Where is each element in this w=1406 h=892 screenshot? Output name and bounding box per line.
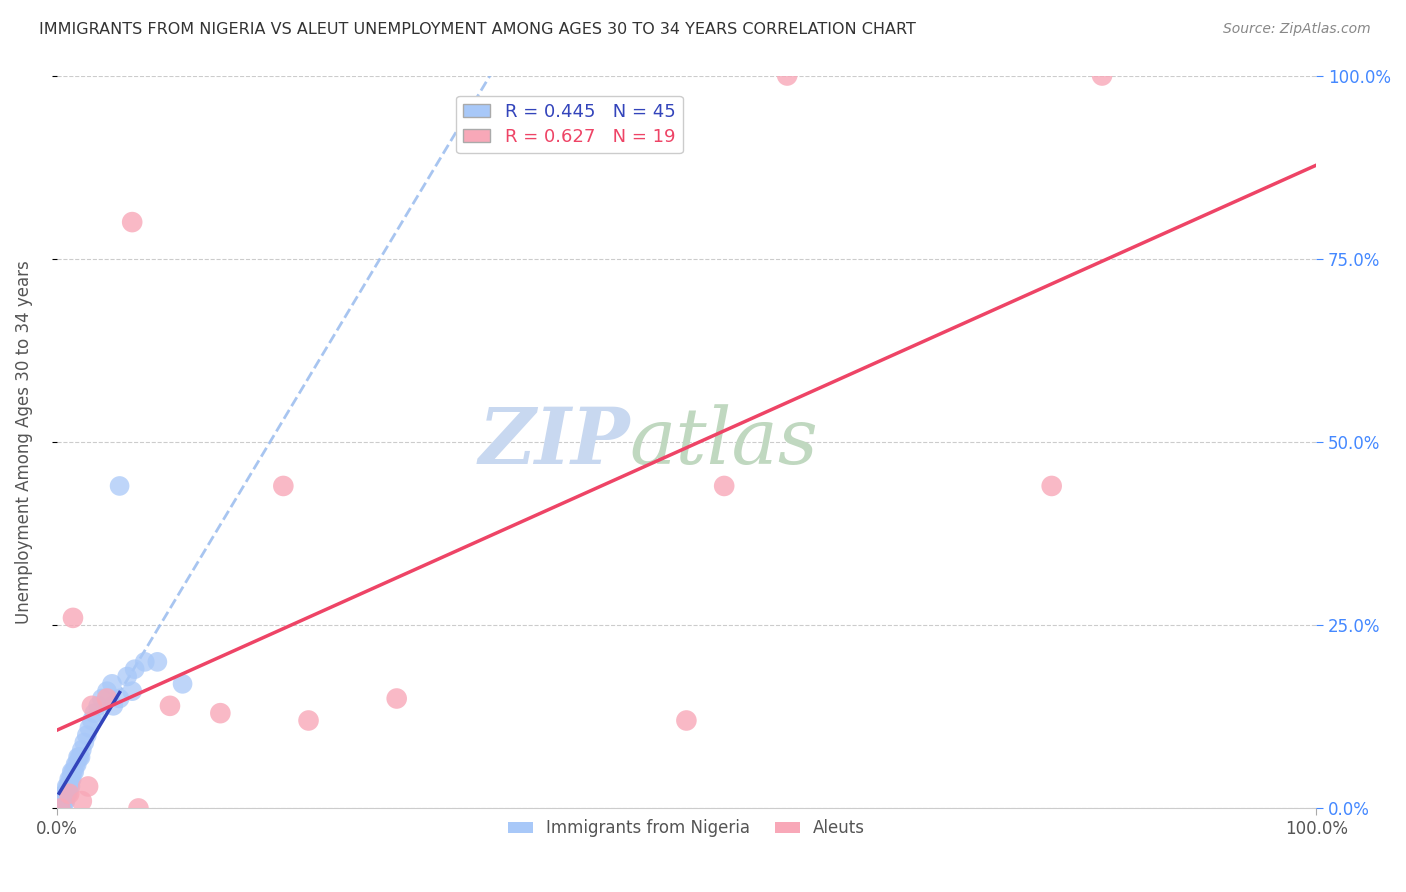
Point <box>124 662 146 676</box>
Point <box>53 794 76 808</box>
Point <box>96 684 118 698</box>
Point <box>56 780 79 794</box>
Point <box>79 721 101 735</box>
Point <box>121 684 143 698</box>
Point <box>63 764 86 779</box>
Point <box>48 801 70 815</box>
Point <box>675 714 697 728</box>
Point <box>59 772 82 786</box>
Point <box>80 698 103 713</box>
Text: atlas: atlas <box>630 404 818 480</box>
Point <box>52 801 75 815</box>
Point <box>70 743 93 757</box>
Point <box>713 479 735 493</box>
Point <box>273 479 295 493</box>
Point <box>77 780 100 794</box>
Point <box>51 794 73 808</box>
Point <box>60 772 83 786</box>
Point <box>115 669 138 683</box>
Point <box>55 787 77 801</box>
Point <box>53 787 76 801</box>
Point <box>83 706 105 721</box>
Point <box>62 764 84 779</box>
Point <box>146 655 169 669</box>
Point <box>1040 479 1063 493</box>
Point <box>56 787 79 801</box>
Point <box>55 780 77 794</box>
Point <box>96 691 118 706</box>
Point <box>127 801 149 815</box>
Point <box>108 479 131 493</box>
Point <box>70 794 93 808</box>
Point <box>60 764 83 779</box>
Point <box>55 794 77 808</box>
Text: IMMIGRANTS FROM NIGERIA VS ALEUT UNEMPLOYMENT AMONG AGES 30 TO 34 YEARS CORRELAT: IMMIGRANTS FROM NIGERIA VS ALEUT UNEMPLO… <box>39 22 917 37</box>
Point <box>87 698 110 713</box>
Point <box>73 735 96 749</box>
Text: Source: ZipAtlas.com: Source: ZipAtlas.com <box>1223 22 1371 37</box>
Point <box>67 750 90 764</box>
Text: ZIP: ZIP <box>478 404 630 480</box>
Point <box>103 698 125 713</box>
Legend: Immigrants from Nigeria, Aleuts: Immigrants from Nigeria, Aleuts <box>501 813 872 844</box>
Y-axis label: Unemployment Among Ages 30 to 34 years: Unemployment Among Ages 30 to 34 years <box>15 260 32 624</box>
Point <box>49 801 72 815</box>
Point <box>66 757 89 772</box>
Point <box>59 780 82 794</box>
Point <box>101 677 124 691</box>
Point <box>49 801 72 815</box>
Point <box>66 750 89 764</box>
Point <box>172 677 194 691</box>
Point <box>76 728 98 742</box>
Point <box>108 691 131 706</box>
Point <box>55 787 77 801</box>
Point <box>159 698 181 713</box>
Point <box>52 794 75 808</box>
Point <box>58 780 80 794</box>
Point <box>80 714 103 728</box>
Point <box>58 787 80 801</box>
Point <box>121 215 143 229</box>
Point <box>776 69 799 83</box>
Point <box>62 611 84 625</box>
Point <box>69 750 91 764</box>
Point <box>385 691 408 706</box>
Point <box>297 714 319 728</box>
Point <box>65 757 87 772</box>
Point <box>209 706 232 721</box>
Point <box>91 691 114 706</box>
Point <box>134 655 156 669</box>
Point <box>58 772 80 786</box>
Point <box>1091 69 1114 83</box>
